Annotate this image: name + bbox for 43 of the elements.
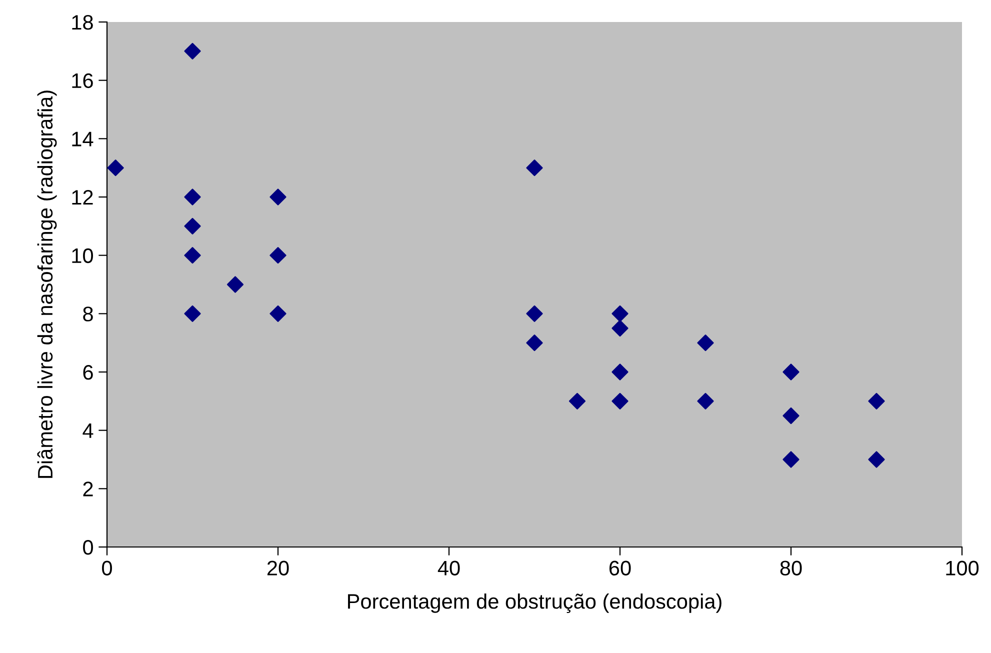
x-tick-label: 20 xyxy=(267,560,289,576)
x-tick-label: 40 xyxy=(438,560,460,576)
point xyxy=(697,392,714,410)
x-tick-label: 80 xyxy=(780,560,802,576)
x-axis-title: Porcentagem de obstrução (endoscopia) xyxy=(348,594,722,614)
point xyxy=(184,188,201,206)
point xyxy=(612,305,628,322)
point xyxy=(782,451,800,468)
point xyxy=(612,392,628,410)
y-tick-label: 4 xyxy=(82,424,94,438)
y-tick-label: 2 xyxy=(83,482,93,496)
point xyxy=(107,160,124,176)
y-tick-label: 12 xyxy=(72,190,93,205)
point xyxy=(270,247,286,264)
point xyxy=(612,320,628,337)
y-tick-label: 0 xyxy=(83,540,93,555)
x-tick-label: 60 xyxy=(609,560,631,576)
y-tick-label: 16 xyxy=(72,73,93,88)
point xyxy=(226,276,244,293)
x-tick-label: 100 xyxy=(946,560,979,576)
point xyxy=(526,160,543,176)
y-tick-label: 14 xyxy=(72,132,94,146)
point xyxy=(184,42,201,60)
point xyxy=(782,407,800,424)
x-tick-label: 0 xyxy=(102,560,112,576)
y-axis-title: Diâmetro livre da nasofaringe (radiografia) xyxy=(37,90,57,478)
point xyxy=(270,305,286,322)
point xyxy=(697,334,714,352)
point xyxy=(782,364,800,380)
y-tick-label: 8 xyxy=(83,306,93,322)
y-tick-label: 10 xyxy=(72,248,93,264)
point xyxy=(184,218,201,234)
point xyxy=(526,305,543,322)
point xyxy=(184,305,201,322)
point xyxy=(568,392,586,410)
point xyxy=(526,334,543,352)
point xyxy=(184,247,201,264)
point xyxy=(612,364,628,380)
point xyxy=(868,392,885,410)
y-tick-label: 6 xyxy=(83,365,93,380)
point xyxy=(868,451,885,468)
y-tick-label: 18 xyxy=(72,15,93,30)
point xyxy=(270,188,286,206)
